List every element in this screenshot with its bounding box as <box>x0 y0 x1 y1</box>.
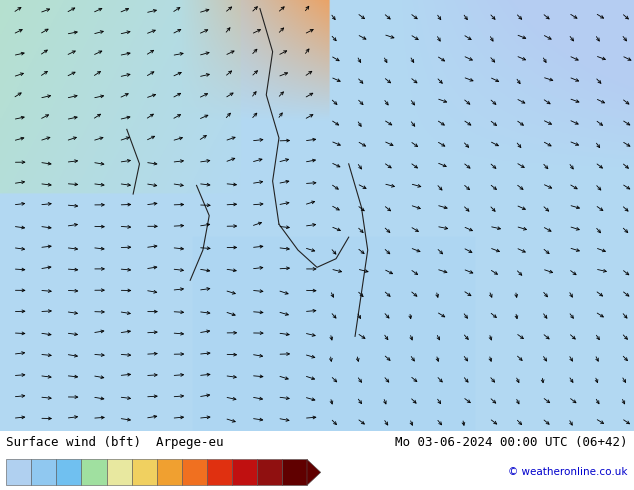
Bar <box>182 460 207 485</box>
Bar <box>132 460 157 485</box>
Bar <box>107 460 132 485</box>
Bar <box>282 460 307 485</box>
Polygon shape <box>307 460 321 485</box>
Bar <box>207 460 232 485</box>
Bar <box>32 460 56 485</box>
Bar <box>257 460 282 485</box>
Text: Surface wind (bft)  Arpege-eu: Surface wind (bft) Arpege-eu <box>6 436 224 449</box>
Bar <box>82 460 107 485</box>
Bar <box>157 460 182 485</box>
Text: © weatheronline.co.uk: © weatheronline.co.uk <box>508 467 628 477</box>
Text: Mo 03-06-2024 00:00 UTC (06+42): Mo 03-06-2024 00:00 UTC (06+42) <box>395 436 628 449</box>
Bar <box>56 460 82 485</box>
Bar <box>232 460 257 485</box>
Bar <box>6 460 32 485</box>
